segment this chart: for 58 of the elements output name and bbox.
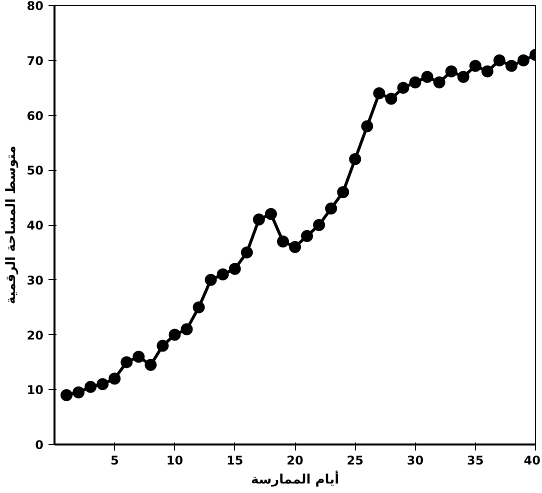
y-tick-label: 80	[26, 0, 44, 13]
x-tick-label: 5	[110, 454, 119, 468]
point	[517, 54, 530, 66]
point	[325, 202, 338, 215]
point	[276, 235, 289, 248]
y-tick-label: 40	[26, 218, 44, 232]
point	[240, 246, 253, 258]
x-axis-title: أيام الممارسة	[250, 470, 340, 488]
y-tick-label: 0	[35, 438, 44, 452]
point	[445, 65, 458, 78]
y-tick-label: 60	[26, 108, 44, 123]
x-tick-label: 10	[166, 454, 184, 468]
point	[120, 356, 133, 368]
x-tick-label: 15	[226, 454, 244, 468]
point	[373, 87, 386, 100]
y-tick-label: 30	[26, 273, 44, 288]
x-tick-label: 25	[346, 454, 364, 468]
point	[132, 350, 145, 363]
y-tick-label: 70	[26, 54, 44, 68]
point	[361, 120, 374, 132]
point	[108, 372, 121, 385]
x-tick-label: 40	[524, 454, 541, 468]
point	[72, 386, 85, 398]
y-tick-label: 20	[26, 328, 44, 342]
point	[228, 262, 241, 275]
point	[144, 358, 157, 371]
point	[433, 76, 446, 88]
point	[252, 214, 265, 226]
y-axis-title: متوسط المساحة الرقمية	[4, 146, 19, 304]
point	[216, 268, 229, 280]
y-tick-label: 10	[26, 383, 44, 398]
point	[409, 76, 422, 88]
point	[457, 70, 470, 83]
point	[505, 60, 518, 72]
x-tick-label: 30	[406, 454, 424, 468]
point	[349, 153, 362, 166]
point	[264, 208, 277, 220]
point	[84, 380, 97, 393]
point	[421, 70, 434, 83]
point	[397, 82, 410, 94]
point	[204, 274, 217, 286]
point	[180, 323, 193, 336]
point	[337, 186, 350, 198]
point	[168, 328, 181, 341]
point	[481, 65, 494, 78]
point	[301, 230, 314, 242]
point	[469, 60, 482, 72]
x-tick-label: 35	[467, 454, 484, 468]
point	[289, 240, 301, 253]
point	[385, 92, 398, 105]
point	[313, 219, 326, 231]
y-tick-label: 50	[26, 164, 44, 178]
point	[192, 301, 205, 314]
point	[493, 54, 506, 66]
x-tick-label: 20	[286, 454, 304, 468]
point	[60, 389, 73, 402]
point	[96, 378, 109, 390]
point	[156, 340, 169, 352]
